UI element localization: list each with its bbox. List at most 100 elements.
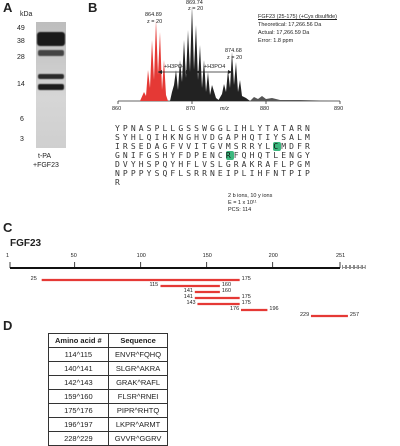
black-peak-envelope [170,6,220,101]
fragment-start-label: 143 [186,300,196,306]
adduct-arrowhead-2a [196,70,200,74]
aa-cell: 140^141 [48,361,109,376]
fragment-end-label: 175 [241,300,251,306]
marker-38: 38 [17,38,25,45]
peak-2-mz: 869.74 [186,0,203,6]
adduct-arrowhead-1a [158,70,162,74]
blot-band-mid [38,50,64,56]
col-header-amino-acid: Amino acid # [48,333,109,348]
adduct-arrowhead-2b [228,70,232,74]
aa-cell: 228^229 [48,431,109,446]
cysteine-highlight: C [273,142,282,151]
blot-band-low1 [38,74,64,79]
fragment-start-label: 229 [299,312,310,318]
e-value: E = 1 x 10¹¹ [228,200,257,206]
table-row: 114^115 ENVR^FQHQ [48,347,169,362]
sequence-row: IRSEDAGFVVITGVMSRRYLCMDFR [115,142,313,151]
map-tick-label: 100 [136,253,146,259]
table-row: 175^176 PIPR^RHTQ [48,403,169,418]
info-title: FGF23 (25-175) (+Cys disulfide) [258,14,338,20]
seq-cell: GRAK^RAFL [107,375,169,390]
x-axis-label: m/z [220,106,229,112]
info-actual: Actual: 17,266.59 Da [258,30,310,36]
peak-2-z: z = 20 [188,6,204,12]
adduct-label-1: +H3PO4 [164,64,186,70]
third-peak-envelope [218,52,250,101]
kda-label: kDa [20,11,33,18]
fragment-end-label: 175 [241,294,251,300]
marker-3: 3 [20,136,24,143]
info-theoretical: Theoretical: 17,266.56 Da [258,22,322,28]
marker-14: 14 [17,81,25,88]
seq-cell: FLSR^RNEI [107,389,169,404]
fragment-start-label: 141 [183,288,193,294]
seq-cell: ENVR^FQHQ [107,347,169,362]
adduct-label-2: +H3PO4 [204,64,226,70]
info-error: Error: 1.8 ppm [258,38,294,44]
panel-label-a: A [3,0,13,15]
fragment-end-label: 160 [221,282,232,288]
peak-3-mz: 874.68 [225,48,242,54]
mass-spectrum-panel: 864.89 z = 20 869.74 z = 20 874.68 z = 2… [100,0,400,120]
map-tick-label: 150 [202,253,212,259]
seq-cell: LKPR^ARMT [107,417,169,432]
panel-label-b: B [88,0,98,15]
panel-label-c: C [3,220,13,235]
adduct-arrowhead-1b [186,70,190,74]
fgf23-map-svg [9,262,348,318]
aa-cell: 196^197 [48,417,109,432]
fragment-end-label: 175 [241,276,251,282]
lane-label-fgf23: +FGF23 [33,162,59,169]
panel-label-d: D [3,318,13,333]
cleavage-table-container: Amino acid # Sequence 114^115 ENVR^FQHQ 1… [48,333,169,446]
marker-49: 49 [17,25,25,32]
spectrum-tail [250,96,340,101]
fragment-start-label: 25 [30,276,37,282]
table-row: 140^141 SLGR^AKRA [48,361,169,376]
blot-band-low2 [38,84,64,90]
sequence-row: SYHLQIHKNGHVDGAPHQTIYSALM [115,133,313,142]
map-tick-label: 50 [70,253,77,259]
sequence-row: R [115,178,123,187]
peak-1-z: z = 20 [147,19,163,25]
lane-label-tpa: t-PA [38,153,52,160]
sequence-row: YPNASPLLGSSWGGLIHLYTATARN [115,124,313,133]
table-row: 159^160 FLSR^RNEI [48,389,169,404]
aa-cell: 142^143 [48,375,109,390]
fragment-end-label: 196 [269,306,279,312]
fragment-start-label: 176 [230,306,240,312]
table-header-row: Amino acid # Sequence [48,333,169,348]
table-row: 196^197 LKPR^ARMT [48,417,169,432]
x-tick-label-870: 870 [186,106,196,112]
col-header-sequence: Sequence [107,333,169,348]
cleavage-table: Amino acid # Sequence 114^115 ENVR^FQHQ 1… [48,333,169,446]
map-tick-label: 251 [336,253,346,259]
table-row: 228^229 GVVR^GGRV [48,431,169,446]
fragment-end-label: 257 [349,312,360,318]
map-tick-label: 1 [6,253,10,259]
blot-lane [36,22,66,148]
x-tick-label-880: 880 [260,106,270,112]
peak-3-z: z = 20 [227,55,243,61]
sequence-coverage: YPNASPLLGSSWGGLIHLYTATARN SYHLQIHKNGHVDG… [115,124,400,216]
peak-1-mz: 864.89 [145,12,162,18]
map-tick-label: 200 [268,253,278,259]
seq-cell: SLGR^AKRA [107,361,169,376]
fragment-end-label: 160 [221,288,232,294]
aa-cell: 114^115 [48,347,109,362]
sequence-row: GNIFGSHYFDPENCRFQHQTLENGY [115,151,313,160]
seq-cell: PIPR^RHTQ [107,403,169,418]
red-peak-envelope [140,20,168,101]
x-tick-label-890: 890 [334,106,344,112]
fgf23-map-panel: FGF23 HHHHHH 1 50 100 150 200 251 25 175 115 160 1… [0,238,400,318]
seq-cell: GVVR^GGRV [107,431,169,446]
fragment-start-label: 115 [149,282,159,288]
cysteine-highlight: R [225,151,234,160]
x-tick-label-860: 860 [112,106,122,112]
ion-stats: 2 b ions, 10 y ions [228,193,273,199]
table-row: 142^143 GRAK^RAFL [48,375,169,390]
sequence-row: DVYHSPQYHFLVSLGRAKRAFLPGM [115,160,313,169]
sequence-row: NPPPYSQFLSRRNEIPLIHFNTPIP [115,169,313,178]
aa-cell: 159^160 [48,389,109,404]
marker-6: 6 [20,116,24,123]
